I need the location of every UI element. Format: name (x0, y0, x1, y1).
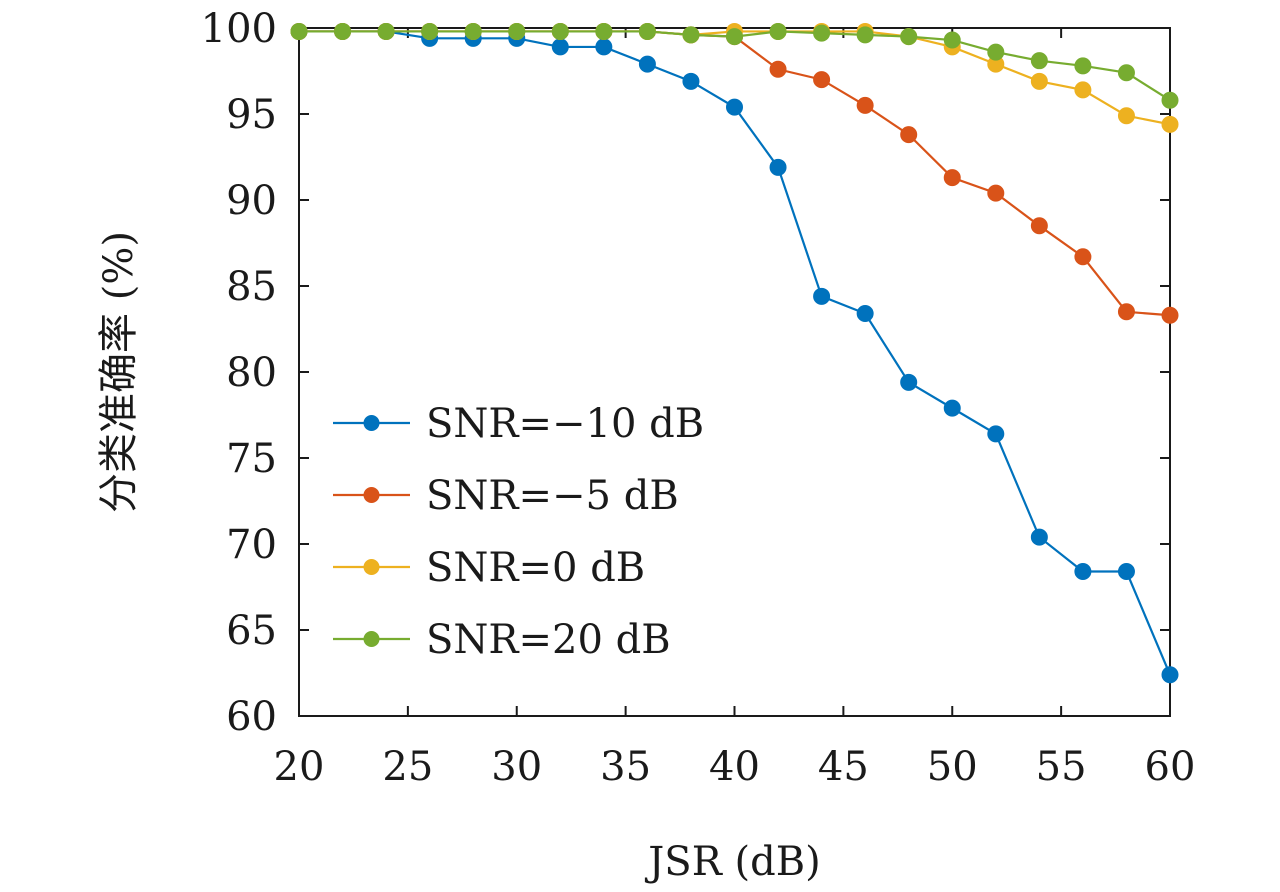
legend-marker (363, 415, 380, 431)
x-tick-label: 50 (927, 744, 978, 790)
y-axis: 60 65 70 75 80 85 90 95 100 (201, 6, 1170, 740)
data-point (1074, 57, 1092, 75)
data-point (943, 31, 961, 49)
y-axis-title: 分类准确率 (%) (96, 231, 142, 513)
series-layer (290, 22, 1179, 684)
data-point (1117, 303, 1135, 321)
series-1 (290, 22, 1179, 684)
data-point (813, 24, 831, 42)
legend-item: SNR=−10 dB (333, 401, 704, 447)
data-point (638, 22, 656, 40)
data-point (508, 22, 526, 40)
y-tick-label: 70 (226, 522, 277, 568)
data-point (726, 98, 743, 116)
series-2 (290, 22, 1179, 324)
data-point (726, 28, 743, 46)
x-tick-label: 35 (600, 744, 651, 790)
x-tick-label: 45 (818, 744, 869, 790)
data-point (1030, 72, 1048, 90)
legend-label: SNR=0 dB (426, 545, 645, 591)
data-point (769, 60, 787, 78)
data-point (377, 22, 395, 40)
data-point (1074, 81, 1092, 99)
data-point (1161, 91, 1179, 109)
data-point (290, 22, 308, 40)
data-point (987, 43, 1005, 61)
x-tick-label: 20 (274, 744, 325, 790)
data-point (682, 26, 700, 44)
legend-marker (363, 559, 380, 575)
data-point (1074, 248, 1092, 266)
data-point (1161, 666, 1179, 684)
data-point (1117, 107, 1135, 125)
legend-item: SNR=20 dB (333, 617, 671, 663)
y-tick-label: 60 (226, 694, 277, 740)
data-point (1030, 217, 1048, 235)
data-point (551, 38, 569, 56)
y-tick-label: 80 (226, 350, 277, 396)
data-point (900, 373, 918, 391)
x-axis-title: JSR (dB) (644, 839, 820, 885)
data-point (1117, 563, 1135, 581)
legend-label: SNR=20 dB (426, 617, 671, 663)
x-axis: 20 25 30 35 40 45 50 55 60 (274, 28, 1196, 790)
data-point (1030, 528, 1048, 546)
data-point (943, 399, 961, 417)
x-tick-label: 40 (709, 744, 760, 790)
legend-item: SNR=0 dB (333, 545, 645, 591)
y-tick-label: 95 (226, 92, 277, 138)
data-point (1074, 563, 1092, 581)
data-point (595, 22, 613, 40)
y-tick-label: 90 (226, 178, 277, 224)
data-point (1161, 306, 1179, 324)
data-point (769, 158, 787, 176)
plot-area (298, 27, 1171, 717)
series-4 (290, 22, 1179, 109)
data-point (421, 22, 439, 40)
x-tick-label: 60 (1145, 744, 1196, 790)
data-point (595, 38, 613, 56)
y-tick-label: 85 (226, 264, 277, 310)
data-point (813, 287, 831, 305)
legend-label: SNR=−5 dB (426, 473, 679, 519)
y-tick-label: 100 (201, 6, 277, 52)
data-point (1117, 64, 1135, 82)
data-point (551, 22, 569, 40)
data-point (856, 96, 874, 114)
data-point (813, 71, 831, 89)
legend-label: SNR=−10 dB (426, 401, 704, 447)
data-point (682, 72, 700, 90)
y-tick-label: 65 (226, 608, 277, 654)
plot-frame (298, 27, 1171, 717)
data-point (943, 169, 961, 187)
legend: SNR=−10 dB SNR=−5 dB SNR=0 dB SNR=20 dB (333, 401, 704, 663)
data-point (900, 126, 918, 144)
data-point (1030, 52, 1048, 70)
data-point (334, 22, 352, 40)
data-point (987, 425, 1005, 443)
legend-item: SNR=−5 dB (333, 473, 679, 519)
data-point (464, 22, 482, 40)
legend-marker (363, 487, 380, 503)
data-point (856, 305, 874, 323)
data-point (769, 22, 787, 40)
y-tick-label: 75 (226, 436, 277, 482)
data-point (900, 28, 918, 46)
x-tick-label: 30 (491, 744, 542, 790)
x-tick-label: 25 (382, 744, 433, 790)
data-point (856, 26, 874, 44)
data-point (638, 55, 656, 73)
data-point (987, 184, 1005, 202)
x-tick-label: 55 (1036, 744, 1087, 790)
legend-marker (363, 631, 380, 647)
data-point (1161, 115, 1179, 133)
